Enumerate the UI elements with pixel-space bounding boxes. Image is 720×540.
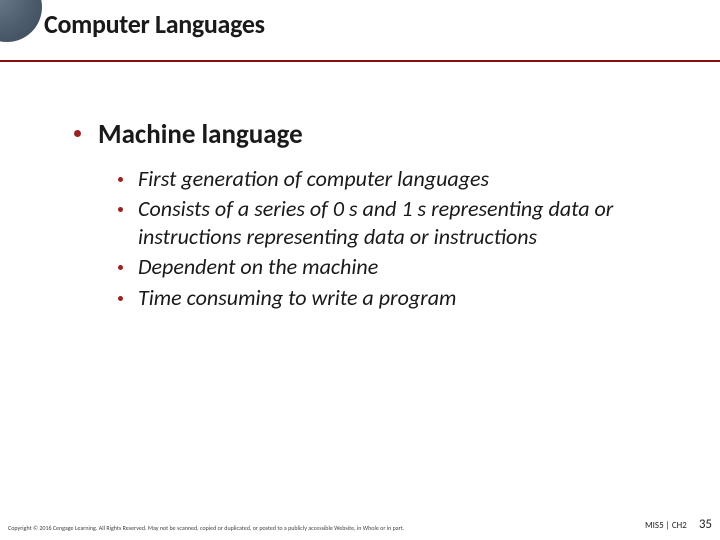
sub-bullet-text: First generation of computer languages [138,165,489,192]
bullet-icon [118,296,123,301]
bullet-icon [118,207,123,212]
chapter-label: MIS5 | CH2 [645,520,687,531]
sub-bullet-text: Time consuming to write a program [138,284,456,311]
content-area: Machine language First generation of com… [74,118,680,314]
sub-bullet: Time consuming to write a program [118,284,680,312]
copyright-text: Copyright © 2016 Cengage Learning. All R… [8,524,404,532]
title-underline [0,60,720,62]
sub-bullet-text: Dependent on the machine [138,253,378,280]
slide: Computer Languages Machine language Firs… [0,0,720,540]
bullet-icon [118,265,123,270]
footer-right: MIS5 | CH2 35 [645,517,712,532]
bullet-icon [74,130,81,137]
sub-bullet-text: Consists of a series of 0 s and 1 s repr… [138,195,613,250]
slide-title: Computer Languages [44,8,700,40]
corner-decoration [0,0,42,42]
main-bullet: Machine language [74,118,680,151]
sub-bullet: Dependent on the machine [118,253,680,281]
main-bullet-text: Machine language [98,118,303,151]
bullet-icon [118,177,123,182]
sub-bullet: First generation of computer languages [118,165,680,193]
page-number: 35 [699,517,712,532]
sub-bullet: Consists of a series of 0 s and 1 s repr… [118,195,680,251]
title-area: Computer Languages [44,8,700,40]
sub-bullet-list: First generation of computer languages C… [74,165,680,312]
footer: Copyright © 2016 Cengage Learning. All R… [8,517,712,532]
